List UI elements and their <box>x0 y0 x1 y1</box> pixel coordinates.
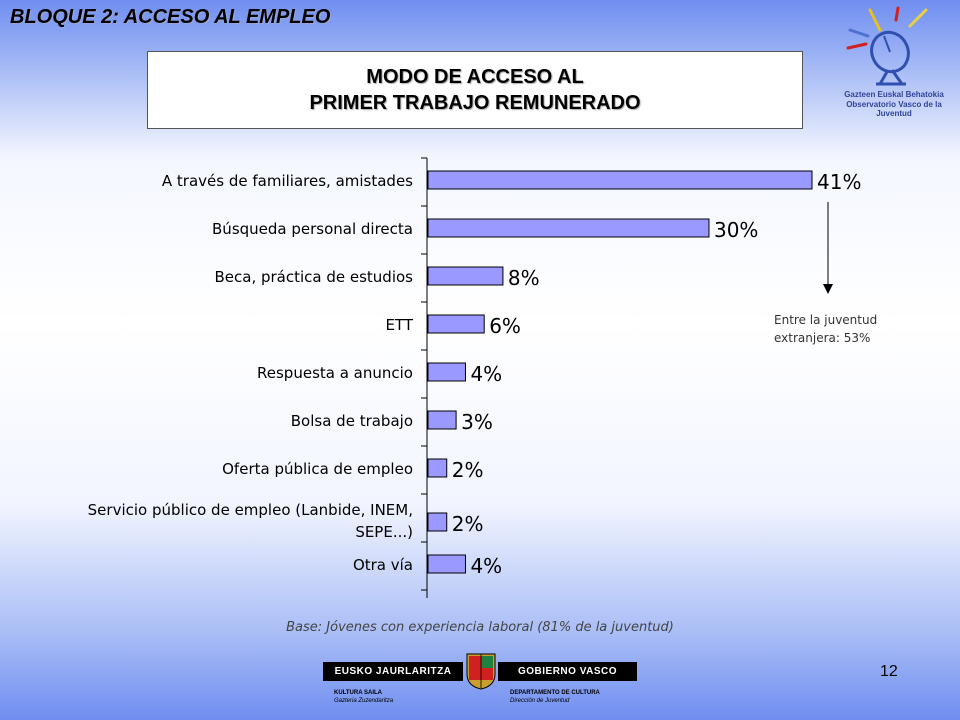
logo-name-line1: Gazteen Euskal Behatokia <box>844 90 944 99</box>
foreign-youth-annotation: Entre la juventud extranjera: 53% <box>774 311 944 347</box>
base-note: Base: Jóvenes con experiencia laboral (8… <box>286 620 674 635</box>
arrow-down-icon <box>823 284 833 294</box>
observatory-logo: Gazteen Euskal Behatokia Observatorio Va… <box>832 6 956 118</box>
chart-title-box: MODO DE ACCESO AL PRIMER TRABAJO REMUNER… <box>147 51 803 129</box>
bar <box>427 512 448 532</box>
bar <box>427 314 485 334</box>
bar-value-label: 8% <box>508 266 540 290</box>
chart-title-line1: MODO DE ACCESO AL <box>366 66 584 88</box>
bar-value-label: 4% <box>470 554 502 578</box>
coat-of-arms-icon <box>466 653 496 690</box>
dept-right-name: DEPARTAMENTO DE CULTURA <box>510 690 600 696</box>
bar <box>427 410 457 430</box>
category-label: Oferta pública de empleo <box>222 460 413 478</box>
category-label: Búsqueda personal directa <box>212 220 413 238</box>
category-label: SEPE...) <box>355 523 413 541</box>
category-label: Beca, práctica de estudios <box>214 268 413 286</box>
bar-value-label: 30% <box>714 218 758 242</box>
chart-title-line2: PRIMER TRABAJO REMUNERADO <box>309 92 641 114</box>
bar <box>427 554 466 574</box>
category-label: Respuesta a anuncio <box>257 364 413 382</box>
category-label: A través de familiares, amistades <box>162 172 413 190</box>
bar <box>427 362 466 382</box>
dept-left-subname: Gazteria Zuzendaritza <box>334 698 394 704</box>
page-number: 12 <box>880 663 898 680</box>
annotation-line1: Entre la juventud <box>774 313 878 327</box>
bar-value-label: 6% <box>489 314 521 338</box>
horizontal-bar-chart: 41% A través de familiares, amistades 30% B… <box>88 157 861 598</box>
bar-value-label: 41% <box>817 170 861 194</box>
category-label: Bolsa de trabajo <box>291 412 413 430</box>
annotation-line2: extranjera: 53% <box>774 331 871 345</box>
bar-value-label: 2% <box>452 512 484 536</box>
gov-spanish-name: GOBIERNO VASCO <box>498 662 637 681</box>
bar <box>427 458 448 478</box>
bar <box>427 170 813 190</box>
section-title: BLOQUE 2: ACCESO AL EMPLEO <box>10 6 331 28</box>
dept-right-subname: Dirección de Juventud <box>510 698 570 704</box>
dept-left-name: KULTURA SAILA <box>334 690 382 696</box>
category-label: Servicio público de empleo (Lanbide, INE… <box>88 501 413 519</box>
basque-government-banner: EUSKO JAURLARITZA GOBIERNO VASCO KULTURA… <box>320 652 640 714</box>
category-label: Otra vía <box>353 556 413 574</box>
bar <box>427 266 504 286</box>
bar-value-label: 2% <box>452 458 484 482</box>
bar-value-label: 4% <box>470 362 502 386</box>
gov-basque-name: EUSKO JAURLARITZA <box>323 662 463 681</box>
bar <box>427 218 710 238</box>
satellite-dish-icon <box>846 6 928 86</box>
bar-value-label: 3% <box>461 410 493 434</box>
category-label: ETT <box>385 316 413 334</box>
logo-name-line2: Observatorio Vasco de la Juventud <box>846 100 942 118</box>
